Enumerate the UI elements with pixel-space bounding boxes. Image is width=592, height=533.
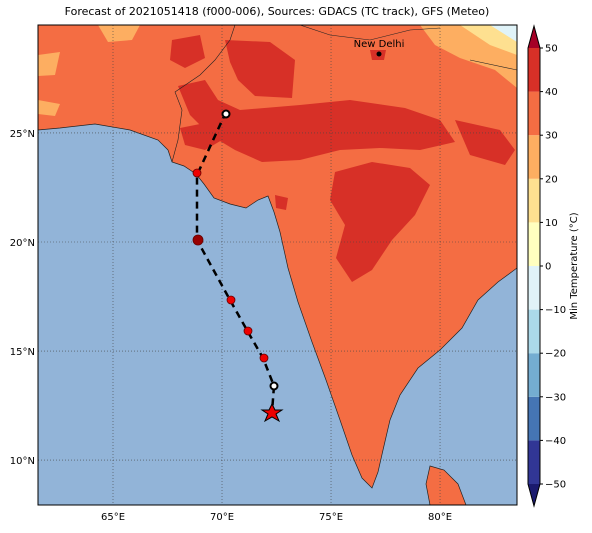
colorbar-over (528, 26, 540, 48)
colorbar-tick-label: −50 (545, 480, 566, 491)
colorbar-tick-label: −30 (545, 392, 566, 403)
map-area: New Delhi (38, 25, 517, 505)
colorbar-tick-label: −20 (545, 349, 566, 360)
colorbar-label: Min Temperature (°C) (569, 212, 580, 319)
colorbar-tick-label: 10 (545, 218, 558, 229)
lon-tick-label: 65°E (101, 512, 125, 523)
colorbar-bin (528, 396, 540, 441)
lat-tick-label: 20°N (10, 238, 35, 249)
colorbar-bin (528, 440, 540, 484)
lon-tick-label: 70°E (210, 512, 234, 523)
storm-point (221, 109, 231, 119)
title: Forecast of 2021051418 (f000-006), Sourc… (65, 5, 490, 18)
colorbar-tick-label: 50 (545, 44, 558, 55)
lat-tick-label: 15°N (10, 347, 35, 358)
lon-tick-label: 80°E (428, 512, 452, 523)
city-marker (376, 51, 382, 57)
colorbar-under (528, 484, 540, 506)
lat-tick-label: 25°N (10, 129, 35, 140)
colorbar-tick-label: 0 (545, 262, 551, 273)
borders (171, 25, 517, 163)
map-frame (37, 24, 518, 506)
colorbar-bin (528, 178, 540, 223)
colorbar-bin (528, 309, 540, 354)
colorbar-tick-label: 20 (545, 174, 558, 185)
sri-lanka (425, 465, 467, 505)
colorbar-tick-label: −40 (545, 436, 566, 447)
coldest-patch (490, 25, 517, 42)
graticule (38, 25, 517, 505)
colorbar-bin (528, 353, 540, 397)
colorbar-tick-label: 40 (545, 87, 558, 98)
colorbar-bin (528, 91, 540, 136)
colorbar-bin (528, 266, 540, 310)
colorbar-bin (528, 222, 540, 266)
colorbar-bin (528, 48, 540, 92)
lat-tick-label: 10°N (10, 456, 35, 467)
colorbar-tick-label: −10 (545, 305, 566, 316)
colorbar-tick-label: 30 (545, 131, 558, 142)
lon-tick-label: 75°E (319, 512, 343, 523)
colorbar: −50 −40 −30 −20 −10 0 10 20 30 40 50 Min Temperatur… (527, 24, 580, 508)
storm-track (195, 111, 276, 413)
storm-symbols (192, 168, 269, 363)
colorbar-bin (528, 135, 540, 179)
current-position (260, 402, 284, 423)
warm-patches (170, 35, 515, 282)
city-label: New Delhi (354, 39, 405, 50)
storm-point (269, 381, 279, 391)
